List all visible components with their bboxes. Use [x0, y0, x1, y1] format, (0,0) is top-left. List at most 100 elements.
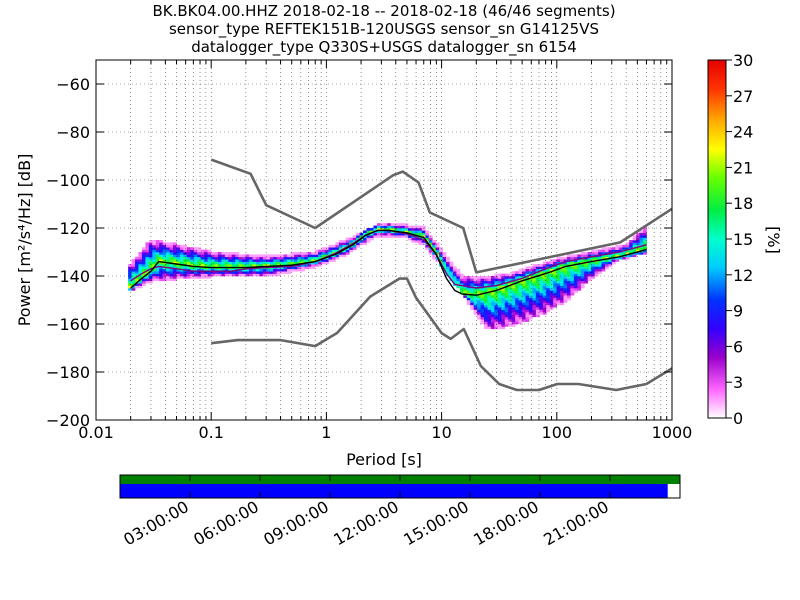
pdf-cell [235, 261, 240, 265]
pdf-cell [522, 283, 526, 286]
pdf-cell [380, 228, 385, 231]
pdf-cell [439, 247, 443, 250]
pdf-cell [560, 256, 564, 260]
pdf-cell [539, 283, 544, 286]
pdf-cell [442, 256, 447, 260]
pdf-cell [587, 278, 592, 282]
pdf-cell [380, 230, 385, 234]
pdf-cell [148, 256, 153, 260]
pdf-cell [252, 273, 257, 277]
pdf-cell [352, 247, 357, 250]
pdf-cell [252, 261, 257, 265]
pdf-cell [542, 271, 547, 274]
pdf-cell [128, 271, 132, 274]
pdf-cell [518, 292, 523, 296]
pdf-cell [331, 247, 336, 250]
pdf-cell [518, 321, 523, 325]
pdf-cell [535, 304, 540, 308]
pdf-cell [615, 256, 620, 260]
pdf-cell [501, 285, 506, 289]
pdf-cell [487, 307, 492, 310]
pdf-cell [494, 288, 499, 291]
pdf-cell [221, 273, 226, 277]
pdf-cell [376, 223, 381, 226]
pdf-cell [135, 283, 139, 286]
pdf-cell [173, 242, 177, 246]
pdf-cell [622, 252, 627, 255]
pdf-cell [404, 223, 409, 226]
pdf-cell [162, 264, 167, 267]
pdf-cell [138, 276, 143, 279]
pdf-cell [539, 285, 544, 289]
pdf-cell [573, 273, 578, 277]
pdf-cell [490, 314, 495, 318]
pdf-cell [183, 249, 188, 253]
pdf-cell [238, 273, 243, 277]
pdf-cell [629, 254, 634, 258]
plot-area [96, 60, 672, 420]
pdf-cell [573, 276, 578, 279]
pdf-cell [162, 276, 167, 279]
pdf-cell [221, 271, 226, 274]
pdf-cell [183, 247, 188, 250]
pdf-cell [504, 297, 509, 301]
pdf-cell [363, 242, 367, 246]
pdf-cell [200, 249, 205, 253]
timeline-tick-label: 03:00:00 [120, 497, 192, 549]
pdf-cell [183, 256, 188, 260]
pdf-cell [390, 225, 395, 229]
pdf-cell [508, 300, 513, 303]
pdf-cell [477, 307, 481, 310]
pdf-cell [546, 292, 551, 296]
pdf-cell [539, 280, 544, 284]
pdf-cell [345, 247, 350, 250]
pdf-cell [159, 256, 164, 260]
pdf-cell [528, 307, 533, 310]
pdf-cell [601, 261, 606, 265]
pdf-cell [259, 271, 264, 274]
pdf-cell [148, 249, 153, 253]
pdf-cell [304, 254, 309, 258]
pdf-cell [560, 264, 564, 267]
pdf-cell [307, 259, 312, 262]
pdf-cell [573, 280, 578, 284]
pdf-cell [532, 309, 537, 313]
pdf-cell [200, 271, 205, 274]
pdf-cell [611, 261, 616, 265]
pdf-cell [318, 254, 323, 258]
pdf-cell [387, 228, 392, 231]
pdf-cell [224, 261, 229, 265]
pdf-cell [556, 268, 561, 272]
pdf-cell [207, 259, 212, 262]
pdf-cell [290, 259, 295, 262]
pdf-cell [152, 278, 157, 282]
pdf-cell [190, 276, 195, 279]
pdf-cell [518, 290, 523, 294]
pdf-cell [466, 280, 471, 284]
pdf-cell [473, 276, 478, 279]
pdf-cell [321, 247, 326, 250]
pdf-cell [131, 288, 136, 291]
pdf-cell [566, 280, 571, 284]
pdf-cell [314, 261, 319, 265]
pdf-cell [214, 254, 219, 258]
pdf-cell [186, 266, 191, 270]
pdf-cell [135, 264, 139, 267]
pdf-cell [508, 278, 513, 282]
pdf-cell [414, 232, 419, 236]
pdf-cell [290, 266, 295, 270]
pdf-cell [159, 273, 164, 277]
pdf-cell [549, 278, 554, 282]
pdf-cell [245, 273, 250, 277]
pdf-cell [528, 314, 533, 318]
pdf-cell [566, 295, 571, 298]
pdf-cell [522, 280, 526, 284]
pdf-cell [625, 244, 630, 248]
pdf-cell [228, 273, 233, 277]
pdf-cell [629, 244, 634, 248]
pdf-cell [456, 285, 461, 289]
pdf-cell [632, 254, 637, 258]
pdf-cell [532, 266, 537, 270]
pdf-cell [542, 261, 547, 265]
pdf-cell [373, 225, 378, 229]
